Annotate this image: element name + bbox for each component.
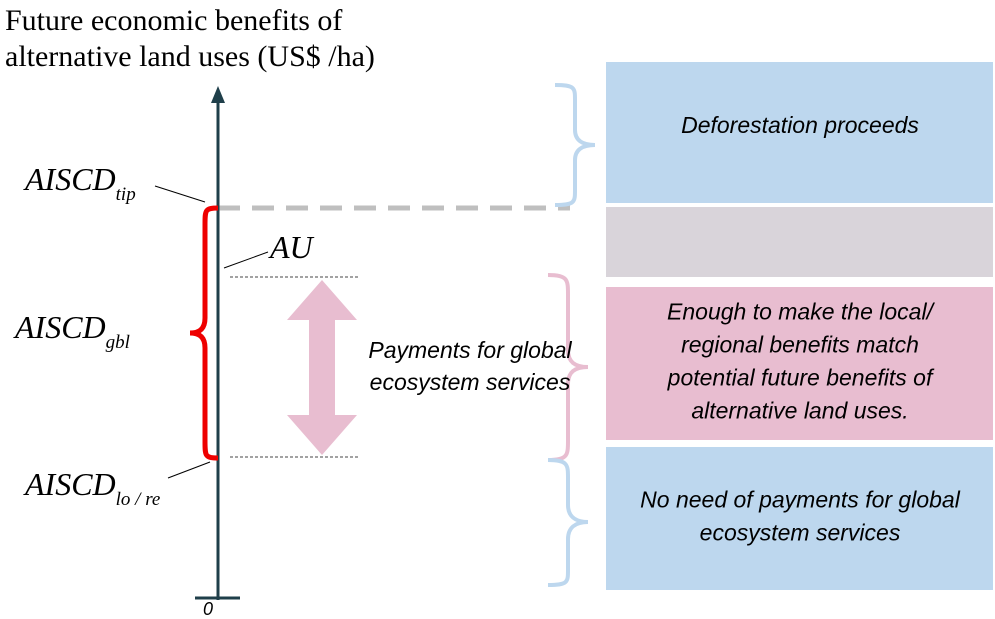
label-au: AU [268,229,315,265]
axis-title: alternative land uses (US$ /ha) [5,40,375,73]
box [606,287,993,440]
box-text: alternative land uses. [691,398,908,424]
box-text: regional benefits match [681,332,919,358]
origin-label: 0 [203,599,213,619]
payments-label: Payments for global [368,337,572,363]
payments-label: ecosystem services [370,369,571,395]
box-text: Deforestation proceeds [681,112,919,138]
box-text: ecosystem services [700,520,901,546]
box-text: potential future benefits of [667,365,935,391]
box [606,207,993,277]
brace [547,273,589,462]
brace [554,83,596,207]
double-arrow [287,280,357,455]
brace [547,458,589,587]
label-gbl: AISCDgbl [13,309,130,353]
pointer [167,461,211,479]
box [606,447,993,590]
box [606,62,993,203]
pointer [223,251,269,269]
red-brace [189,205,219,461]
label-tip: AISCDtip [23,161,136,205]
pointer [154,185,206,203]
axis-title: Future economic benefits of [5,4,342,37]
axis-arrow [211,86,225,103]
box-text: Enough to make the local/ [667,299,936,325]
label-lore: AISCDlo / re [23,466,160,510]
box-text: No need of payments for global [640,487,961,513]
